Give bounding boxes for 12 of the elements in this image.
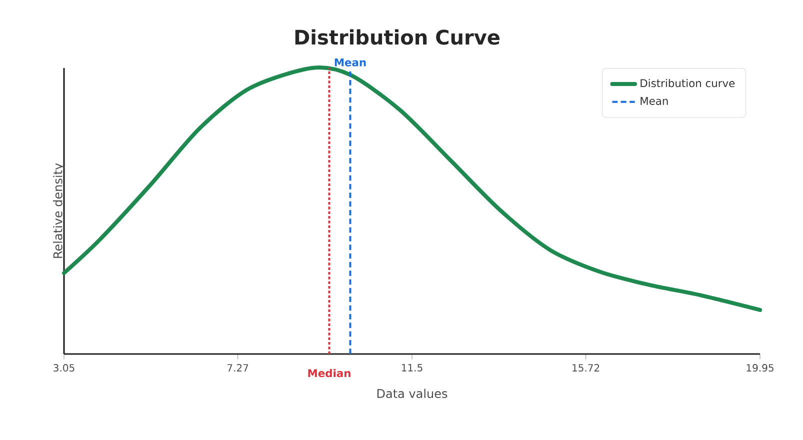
x-tick-label: 7.27 — [227, 364, 248, 372]
x-tick-label: 19.95 — [746, 364, 774, 372]
y-axis-title: Relative density — [53, 163, 65, 258]
x-tick-label: 3.05 — [54, 364, 74, 372]
text: Mean — [640, 97, 668, 105]
x-tick-label: 15.72 — [572, 364, 600, 372]
x-axis-title: Data values — [377, 388, 448, 398]
chart-title: Distribution Curve — [295, 29, 500, 45]
ref-line-label: Median — [308, 368, 350, 378]
x-tick-label: 11.5 — [402, 364, 422, 372]
ref-line-label: Mean — [334, 58, 366, 66]
legend-label: Distribution curve — [640, 78, 735, 88]
